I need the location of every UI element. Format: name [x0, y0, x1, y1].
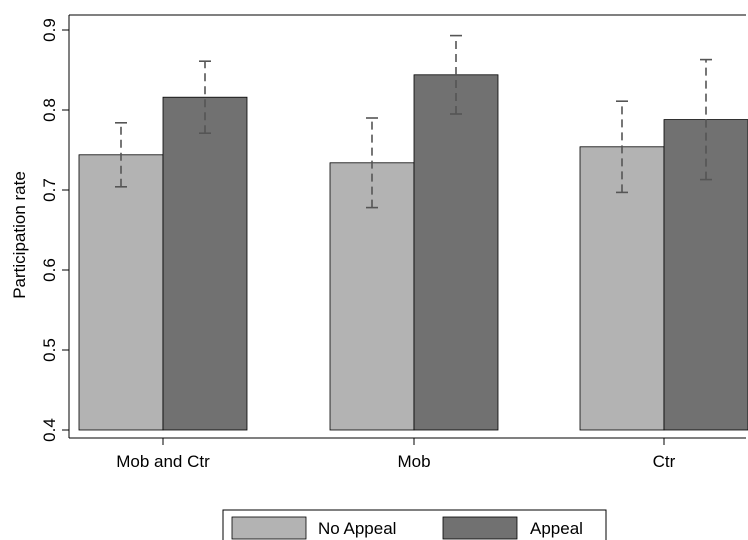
legend-swatch-no-appeal	[231, 516, 307, 540]
y-axis-title: Participation rate	[10, 171, 29, 299]
y-tick-label: 0.9	[40, 18, 59, 42]
legend-label-no-appeal: No Appeal	[318, 519, 396, 538]
error-bars	[115, 34, 712, 209]
x-tick-label: Ctr	[653, 452, 676, 471]
bar-appeal-0	[162, 96, 248, 431]
bar-no-appeal-0	[78, 154, 164, 431]
y-axis: 0.4 0.5 0.6 0.7 0.8 0.9	[40, 14, 746, 442]
x-tick-label: Mob	[397, 452, 430, 471]
bar-appeal-2	[663, 119, 748, 431]
bar-appeal-1	[413, 74, 499, 431]
y-tick-label: 0.5	[40, 338, 59, 362]
y-tick-label: 0.8	[40, 98, 59, 122]
y-tick-label: 0.7	[40, 178, 59, 202]
x-tick-label: Mob and Ctr	[116, 452, 210, 471]
bars	[78, 74, 748, 431]
legend-label-appeal: Appeal	[530, 519, 583, 538]
y-tick-label: 0.4	[40, 418, 59, 442]
legend: No Appeal Appeal	[222, 509, 607, 540]
x-axis: Mob and Ctr Mob Ctr	[69, 437, 746, 471]
bar-no-appeal-2	[579, 146, 665, 431]
legend-swatch-appeal	[442, 516, 518, 540]
y-tick-label: 0.6	[40, 258, 59, 282]
